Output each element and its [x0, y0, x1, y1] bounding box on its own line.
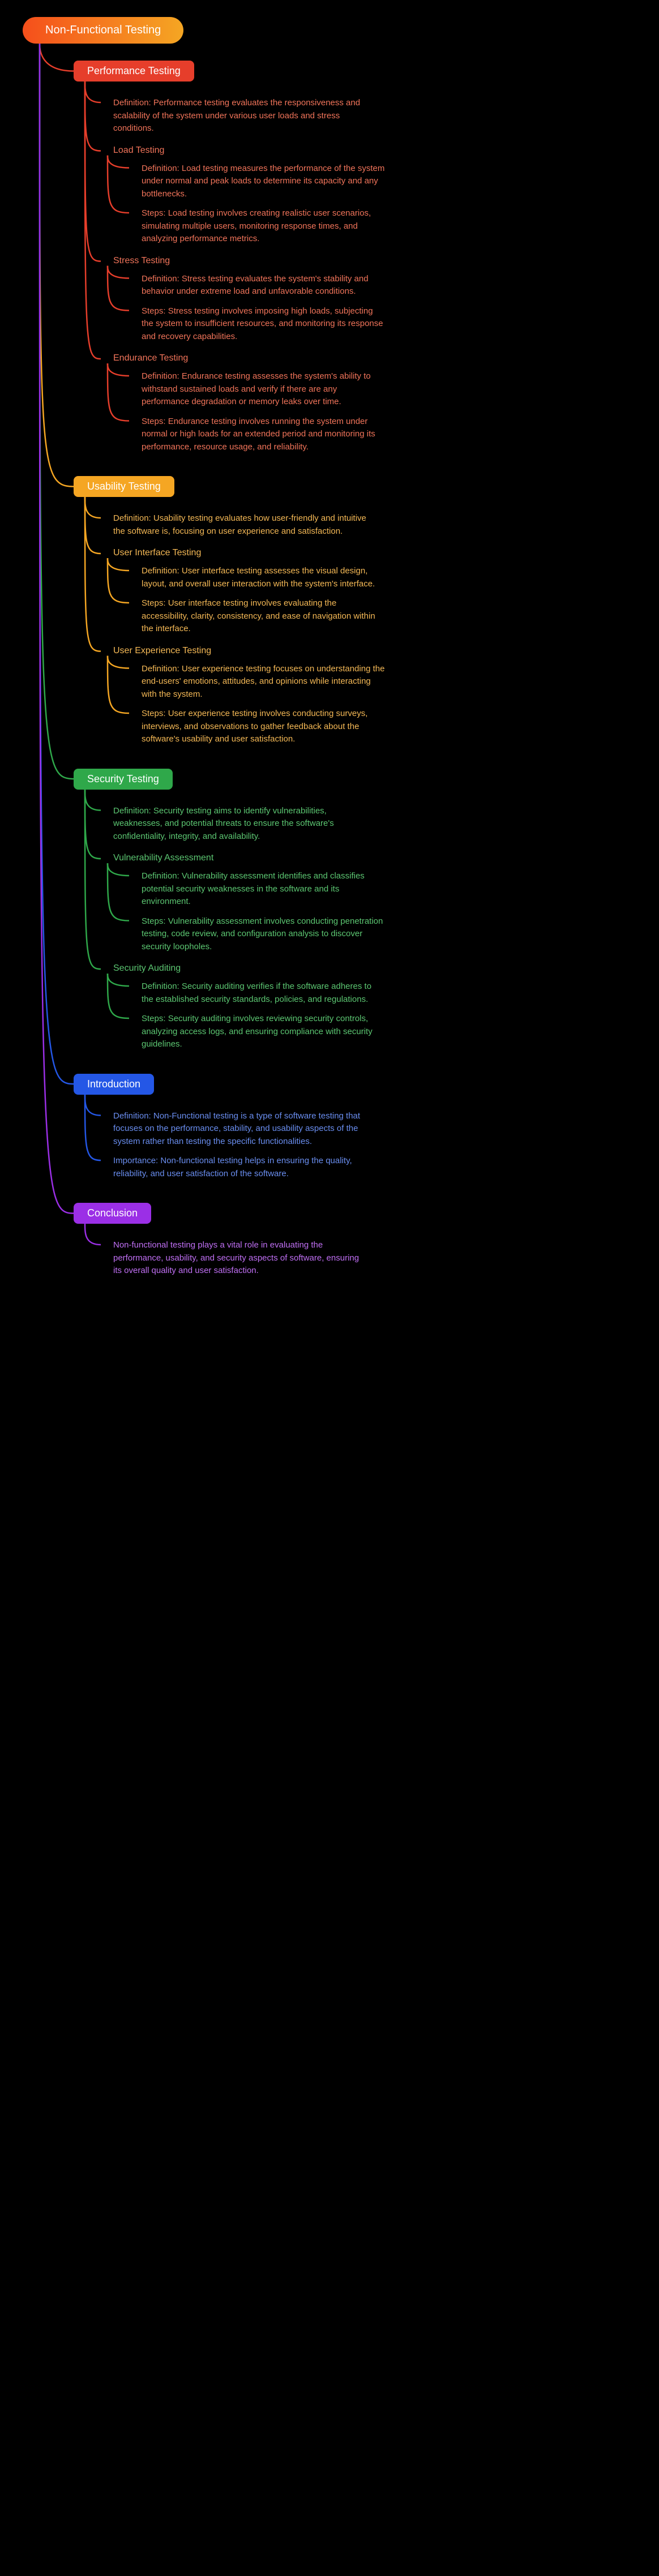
sub-title: Vulnerability Assessment [96, 853, 648, 863]
branch-pill-intro: Introduction [74, 1074, 154, 1095]
root-node: Non-Functional Testing [23, 17, 183, 44]
sub-leaf: Definition: Stress testing evaluates the… [125, 273, 385, 298]
sub-leaf: Steps: User interface testing involves e… [125, 597, 385, 636]
sub-leaf: Steps: User experience testing involves … [125, 708, 385, 746]
sub-title: Stress Testing [96, 256, 648, 266]
sub-leaf: Steps: Endurance testing involves runnin… [125, 415, 385, 454]
branch-definition: Definition: Security testing aims to ide… [96, 805, 368, 843]
sub-leaf: Steps: Load testing involves creating re… [125, 207, 385, 246]
sub-leaf: Definition: Security auditing verifies i… [125, 980, 385, 1006]
sub-title: Security Auditing [96, 963, 648, 974]
sub-leaf: Definition: User experience testing focu… [125, 663, 385, 701]
branch-pill-sec: Security Testing [74, 769, 173, 790]
sub-title: Endurance Testing [96, 353, 648, 363]
sub-title: User Experience Testing [96, 646, 648, 656]
sub-leaf: Steps: Vulnerability assessment involves… [125, 915, 385, 954]
sub-leaf: Steps: Security auditing involves review… [125, 1013, 385, 1051]
sub-leaf: Steps: Stress testing involves imposing … [125, 305, 385, 344]
branch-definition: Definition: Performance testing evaluate… [96, 97, 368, 135]
branch-leaf: Importance: Non-functional testing helps… [96, 1155, 368, 1180]
sub-leaf: Definition: Vulnerability assessment ide… [125, 870, 385, 908]
branch-pill-conc: Conclusion [74, 1203, 151, 1224]
branch-definition: Definition: Usability testing evaluates … [96, 512, 368, 538]
branch-pill-perf: Performance Testing [74, 61, 194, 82]
branch-leaf: Definition: Non-Functional testing is a … [96, 1110, 368, 1148]
branch-pill-usab: Usability Testing [74, 476, 174, 497]
sub-title: User Interface Testing [96, 548, 648, 558]
sub-leaf: Definition: User interface testing asses… [125, 565, 385, 590]
sub-title: Load Testing [96, 145, 648, 156]
sub-leaf: Definition: Load testing measures the pe… [125, 162, 385, 201]
branch-leaf: Non-functional testing plays a vital rol… [96, 1239, 368, 1278]
sub-leaf: Definition: Endurance testing assesses t… [125, 370, 385, 409]
